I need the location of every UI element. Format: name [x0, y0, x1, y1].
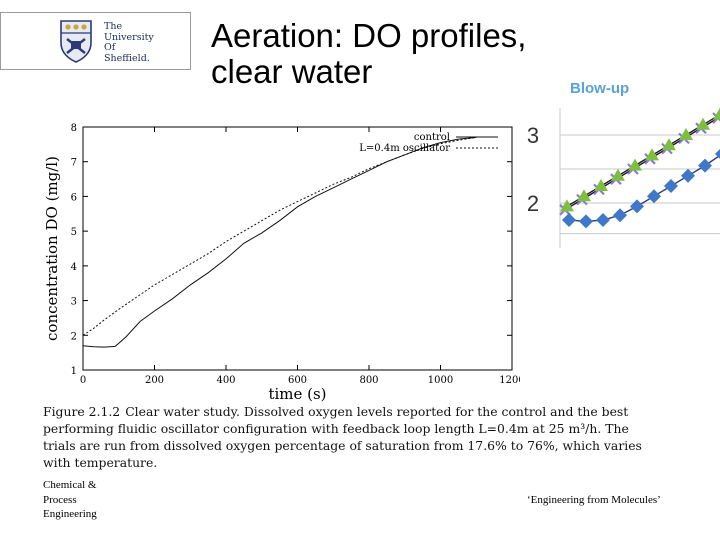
y-axis-label: concentration DO (mg/l) — [43, 156, 61, 341]
university-crest-icon — [60, 20, 92, 63]
blowup-point — [594, 179, 608, 191]
logo-line: Of — [104, 42, 116, 53]
blowup-point — [579, 214, 593, 229]
blowup-point — [681, 168, 695, 183]
footer-line: Engineering — [43, 508, 97, 520]
plot-frame — [82, 126, 513, 371]
slide-title-line-2: clear water — [211, 53, 373, 90]
blowup-point — [647, 189, 661, 204]
logo-line: University — [104, 31, 154, 43]
blowup-point — [562, 213, 576, 227]
y-tick-label: 8 — [71, 123, 77, 134]
footer-line: Process — [43, 493, 77, 506]
series-line-control — [82, 136, 477, 348]
x-tick-label: 400 — [216, 375, 235, 386]
logo-line: The — [104, 21, 123, 32]
y-tick-label: 3 — [71, 297, 77, 308]
logo-line: Sheffield. — [104, 52, 150, 64]
x-tick-label: 0 — [80, 375, 86, 386]
x-tick-label: 1200 — [499, 375, 520, 386]
footer-tagline: ‘Engineering from Molecules’ — [527, 494, 661, 506]
figure-caption: Figure 2.1.2 Clear water study. Dissolved… — [43, 403, 643, 471]
y-tick-label: 1 — [71, 366, 77, 377]
footer-line: Chemical & — [43, 479, 97, 491]
series-line-oscillator — [82, 136, 477, 336]
blowup-point — [630, 199, 644, 214]
figure-caption-text: Clear water study. Dissolved oxygen leve… — [43, 404, 642, 470]
blowup-point — [560, 199, 574, 212]
x-tick-label: 600 — [288, 375, 307, 386]
slide-title-line-1: Aeration: DO profiles, — [211, 17, 527, 54]
logo-wordmark: The University Of Sheffield. — [104, 21, 154, 64]
legend-label: L=0.4m oscillator — [359, 143, 450, 154]
blowup-point — [715, 149, 720, 160]
blowup-series-line — [566, 113, 720, 208]
y-tick-label: 6 — [71, 192, 77, 203]
blowup-point — [596, 213, 610, 227]
blowup-point — [662, 138, 676, 151]
y-tick-label: 2 — [71, 331, 77, 342]
blowup-point — [611, 168, 625, 181]
x-tick-label: 200 — [145, 375, 164, 386]
blowup-point — [713, 108, 720, 120]
blowup-point — [679, 128, 693, 140]
blowup-point — [628, 158, 642, 171]
blowup-series-line — [568, 154, 720, 223]
legend-label: control — [414, 132, 450, 143]
do-profile-chart: 0 200 400 600 800 1000 1200 1 2 3 4 5 6 7 8 time (s) con… — [43, 123, 520, 402]
blowup-point — [645, 148, 659, 161]
blowup-label: Blow-up — [570, 80, 630, 97]
y-tick-label: 5 — [71, 227, 77, 238]
x-axis-label: time (s) — [268, 385, 326, 402]
y-tick-label: 7 — [71, 158, 77, 169]
blowup-series-line — [564, 117, 719, 211]
blowup-point — [664, 179, 678, 193]
x-tick-label: 800 — [359, 375, 378, 386]
slide-title: Aeration: DO profiles, clear water — [211, 18, 526, 90]
y-tick-label: 4 — [71, 262, 77, 273]
blowup-tick-label: 2 — [527, 191, 539, 216]
blowup-point — [577, 189, 591, 202]
blowup-point — [613, 208, 627, 223]
blowup-chart: 23 — [527, 108, 720, 248]
blowup-point — [696, 117, 710, 130]
blowup-tick-label: 3 — [527, 123, 539, 148]
university-logo: The University Of Sheffield. — [0, 12, 191, 70]
figure-label: Figure 2.1.2 — [43, 404, 121, 419]
blowup-point — [698, 158, 712, 173]
x-tick-label: 1000 — [428, 375, 453, 386]
footer-department: Chemical & Process Engineering — [43, 478, 97, 522]
